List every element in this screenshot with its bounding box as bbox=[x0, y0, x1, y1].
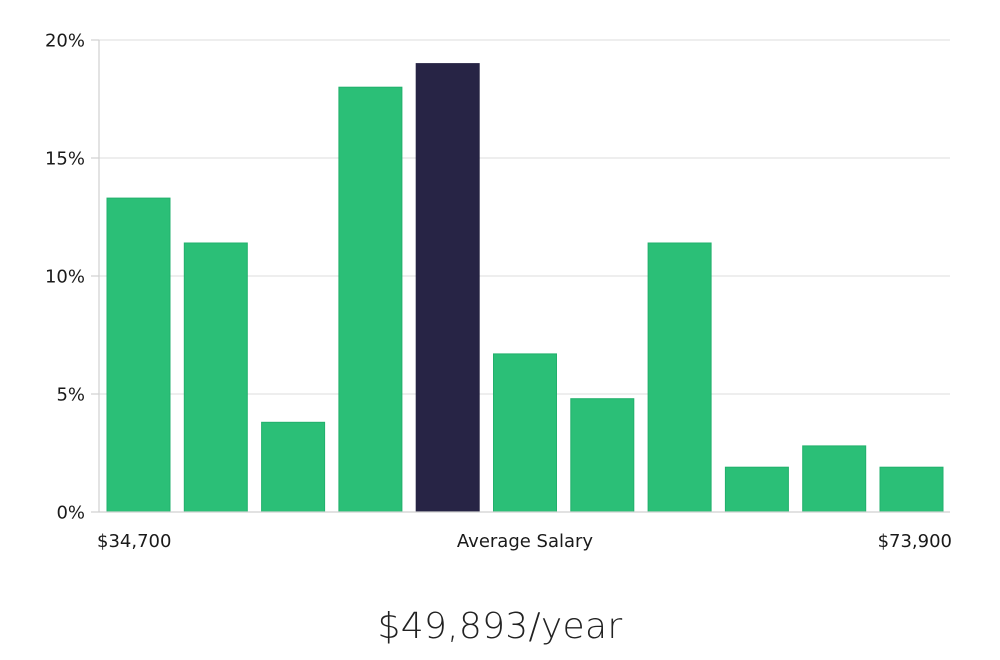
average-salary-value: $49,893/year bbox=[377, 606, 623, 647]
bar bbox=[183, 242, 248, 513]
bar bbox=[106, 197, 171, 513]
y-axis-ticks: 0% 5% 10% 15% 20% bbox=[45, 31, 99, 524]
y-tick-label: 10% bbox=[45, 267, 85, 288]
bar bbox=[879, 466, 944, 513]
bar bbox=[338, 86, 403, 513]
x-axis-max-label: $73,900 bbox=[878, 531, 952, 552]
x-axis-min-label: $34,700 bbox=[97, 531, 171, 552]
y-tick-label: 0% bbox=[56, 503, 85, 524]
bar bbox=[570, 398, 635, 513]
bar-average-salary bbox=[415, 63, 480, 513]
axes bbox=[98, 40, 950, 513]
bar bbox=[493, 353, 557, 513]
y-tick-label: 20% bbox=[45, 31, 85, 52]
bars bbox=[106, 63, 944, 513]
x-axis-center-label: Average Salary bbox=[457, 531, 594, 552]
bar bbox=[724, 466, 789, 513]
y-tick-label: 15% bbox=[45, 149, 85, 170]
y-tick-label: 5% bbox=[56, 385, 85, 406]
bar bbox=[802, 445, 867, 513]
salary-distribution-chart: 0% 5% 10% 15% 20% $34,700 Average Salary $73… bbox=[45, 31, 952, 553]
bar bbox=[647, 242, 712, 513]
bar bbox=[261, 421, 326, 513]
